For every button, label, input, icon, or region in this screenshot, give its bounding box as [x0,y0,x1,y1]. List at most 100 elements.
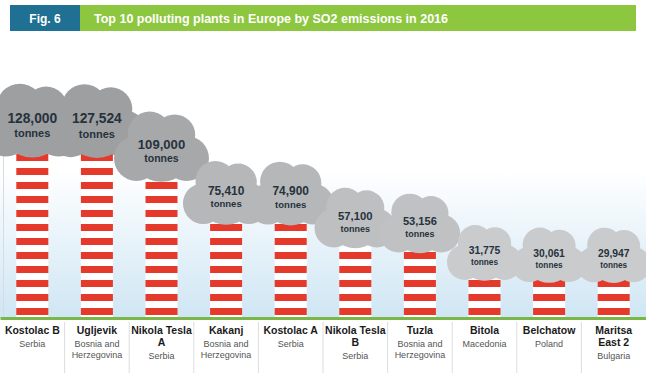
text-line: Nikola Tesla [131,324,192,336]
country-name: Serbia [278,339,304,349]
chimney [146,177,178,318]
smoke-cloud [114,112,209,182]
country-name: Bulgaria [597,351,630,361]
text-line: Serbia [278,339,304,349]
column-separator [452,322,453,373]
data-label: 74,900tonnes [273,184,310,209]
text-line: Bitola [470,324,499,336]
data-label-unit: tonnes [405,229,434,239]
plant-name: Nikola TeslaB [325,324,386,348]
text-line: Serbia [19,339,45,349]
chart: Fig. 6 Top 10 polluting plants in Europe … [0,0,646,373]
country-name: Bosnia andHerzegovina [201,339,252,360]
data-label: 127,524tonnes [72,111,122,139]
data-label-number: 128,000 [7,111,57,126]
text-line: Macedonia [462,339,506,349]
chimney [469,277,501,318]
plant-name: Kakanj [209,324,244,336]
column-separator [129,322,130,373]
text-line: Serbia [148,351,174,361]
separators [65,322,582,373]
data-label-number: 57,100 [338,210,372,222]
country-name: Serbia [342,351,368,361]
text-line: Kostolac B [5,324,60,336]
smoke-cloud [447,225,522,281]
plant-name: Nikola TeslaA [131,324,192,348]
smoke-cloud [380,194,461,254]
clouds [0,84,646,283]
text-line: Kostolac A [263,324,318,336]
text-line: B [352,336,360,348]
text-line: Bosnia and [204,339,249,349]
plant-name: Tuzla [407,324,433,336]
text-line: Nikola Tesla [325,324,386,336]
data-labels: 128,000tonnes127,524tonnes109,000tonnes7… [7,111,629,270]
data-label: 31,775tonnes [469,245,501,267]
plant-name: Kostolac A [263,324,318,336]
country-name: Bosnia andHerzegovina [395,339,446,360]
text-line: Bosnia and [397,339,442,349]
data-label: 29,947 tonnes [598,248,630,270]
data-label-unit: tonnes [600,261,627,270]
column-separator [258,322,259,373]
chimney [210,221,242,318]
column-separator [387,322,388,373]
chimney [16,153,48,318]
text-line: Bulgaria [597,351,630,361]
smoke-cloud [512,228,587,283]
text-line: East 2 [598,336,629,348]
text-line: Kakanj [209,324,244,336]
plant-name: Ugljevik [77,324,117,336]
text-line: Serbia [342,351,368,361]
country-name: Bosnia andHerzegovina [72,339,123,360]
text-line: Herzegovina [395,350,446,360]
chimney [339,244,371,318]
data-label-unit: tonnes [14,127,50,139]
data-label-number: 109,000 [138,137,185,152]
country-name: Poland [535,339,563,349]
column-separator [193,322,194,373]
title-bar [80,5,636,31]
data-label-unit: tonnes [275,199,306,210]
data-label-number: 75,410 [208,184,245,198]
data-label-unit: tonnes [144,153,179,164]
text-line: Belchatow [523,324,576,336]
data-label: 30,061 tonnes [533,248,565,270]
chimney [598,279,630,318]
figure-label-box [10,5,80,31]
data-label-unit: tonnes [210,198,241,209]
text-line: Bosnia and [74,339,119,349]
chimney [404,249,436,318]
data-label-number: 31,775 [469,245,501,256]
smoke-cloud [576,228,646,283]
data-label-number: 127,524 [72,111,122,126]
text-line: Maritsa [595,324,632,336]
text-line: A [158,336,166,348]
data-label-unit: tonnes [536,261,563,270]
data-label: 128,000tonnes [7,111,57,139]
title: Top 10 polluting plants in Europe by SO2… [94,12,448,26]
data-label-number: 53,156 [403,215,437,227]
chimney [533,279,565,318]
country-name: Serbia [19,339,45,349]
data-label: 57,100tonnes [338,210,372,234]
text-line: Tuzla [407,324,433,336]
column-separator [516,322,517,373]
data-label-number: 30,061 [533,248,565,259]
text-line: Herzegovina [72,350,123,360]
category-labels: Kostolac BSerbiaUgljevikBosnia andHerzeg… [5,324,632,361]
plant-name: Bitola [470,324,499,336]
text-line: Ugljevik [77,324,117,336]
text-line: Herzegovina [201,350,252,360]
data-label: 109,000tonnes [138,137,185,165]
column-separator [323,322,324,373]
data-label-unit: tonnes [471,257,499,267]
x-axis [1,318,646,319]
chimney [275,221,307,318]
data-label-number: 29,947 [598,248,630,259]
figure-label: Fig. 6 [29,12,61,26]
country-name: Macedonia [462,339,506,349]
y-axis-line [3,151,4,319]
y-axis [3,151,4,319]
plant-name: Kostolac B [5,324,60,336]
